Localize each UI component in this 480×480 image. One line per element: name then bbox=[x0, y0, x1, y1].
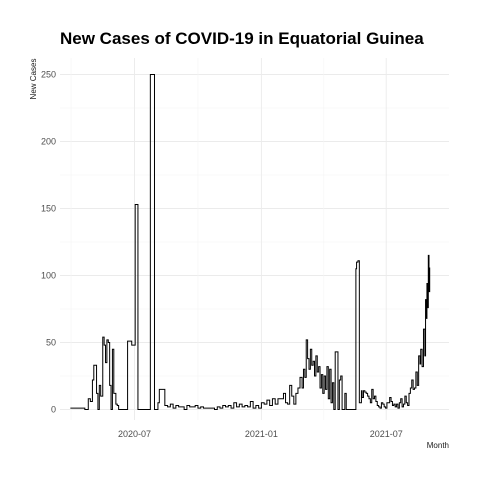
tick-labels: 0 50 100 150 200 250 2020-07 2021-01 2021-07 bbox=[41, 70, 403, 440]
x-tick-label: 2020-07 bbox=[118, 429, 151, 439]
y-tick-label: 250 bbox=[41, 70, 56, 80]
x-tick-label: 2021-01 bbox=[245, 429, 278, 439]
y-tick-label: 150 bbox=[41, 204, 56, 214]
x-axis-label: Month bbox=[427, 441, 449, 450]
y-tick-label: 50 bbox=[46, 338, 56, 348]
new-cases-line bbox=[70, 74, 431, 410]
y-tick-label: 100 bbox=[41, 271, 56, 281]
chart-title: New Cases of COVID-19 in Equatorial Guin… bbox=[60, 29, 424, 48]
y-axis-label: New Cases bbox=[29, 59, 38, 100]
plot-area bbox=[70, 74, 431, 410]
y-tick-label: 0 bbox=[51, 405, 56, 415]
x-tick-label: 2021-07 bbox=[370, 429, 403, 439]
y-tick-label: 200 bbox=[41, 137, 56, 147]
grid-lines bbox=[60, 58, 449, 420]
